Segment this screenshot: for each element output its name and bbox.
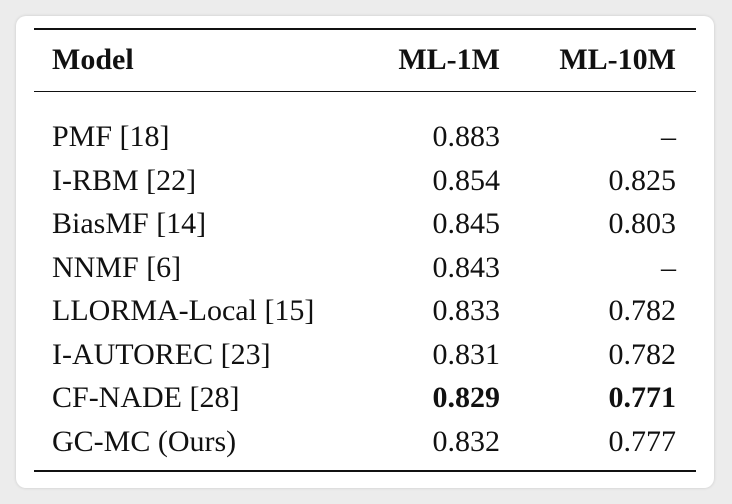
score-cell: 0.777 — [608, 424, 677, 458]
score-cell: 0.782 — [608, 294, 677, 327]
score-cell: 0.883 — [432, 120, 501, 153]
header-cell: ML-10M — [559, 43, 676, 76]
model-cell: LLORMA-Local [15] — [52, 294, 315, 327]
model-cell: GC-MC (Ours) — [52, 424, 237, 458]
model-cell: NNMF [6] — [52, 250, 182, 284]
score-cell: 0.825 — [608, 163, 677, 197]
score-cell: 0.829 — [432, 381, 501, 414]
score-cell: 0.845 — [432, 207, 501, 240]
bottom-rule — [34, 470, 696, 472]
header-cell: Model — [52, 43, 134, 76]
score-cell: – — [661, 120, 676, 153]
score-cell: 0.782 — [608, 337, 677, 371]
score-cell: 0.832 — [432, 424, 501, 458]
top-rule — [34, 28, 696, 30]
score-cell: – — [661, 250, 676, 284]
score-cell: 0.833 — [432, 294, 501, 327]
score-cell: 0.843 — [432, 250, 501, 284]
model-cell: I-RBM [22] — [52, 163, 197, 197]
score-cell: 0.831 — [432, 337, 501, 371]
score-cell: 0.803 — [608, 207, 677, 240]
score-cell: 0.854 — [432, 163, 501, 197]
model-cell: BiasMF [14] — [52, 207, 207, 240]
header-cell: ML-1M — [398, 43, 500, 76]
model-cell: I-AUTOREC [23] — [52, 337, 271, 371]
score-cell: 0.771 — [608, 381, 677, 414]
model-cell: PMF [18] — [52, 120, 170, 153]
model-cell: CF-NADE [28] — [52, 381, 240, 414]
table-card — [16, 16, 714, 488]
mid-rule — [34, 91, 696, 92]
